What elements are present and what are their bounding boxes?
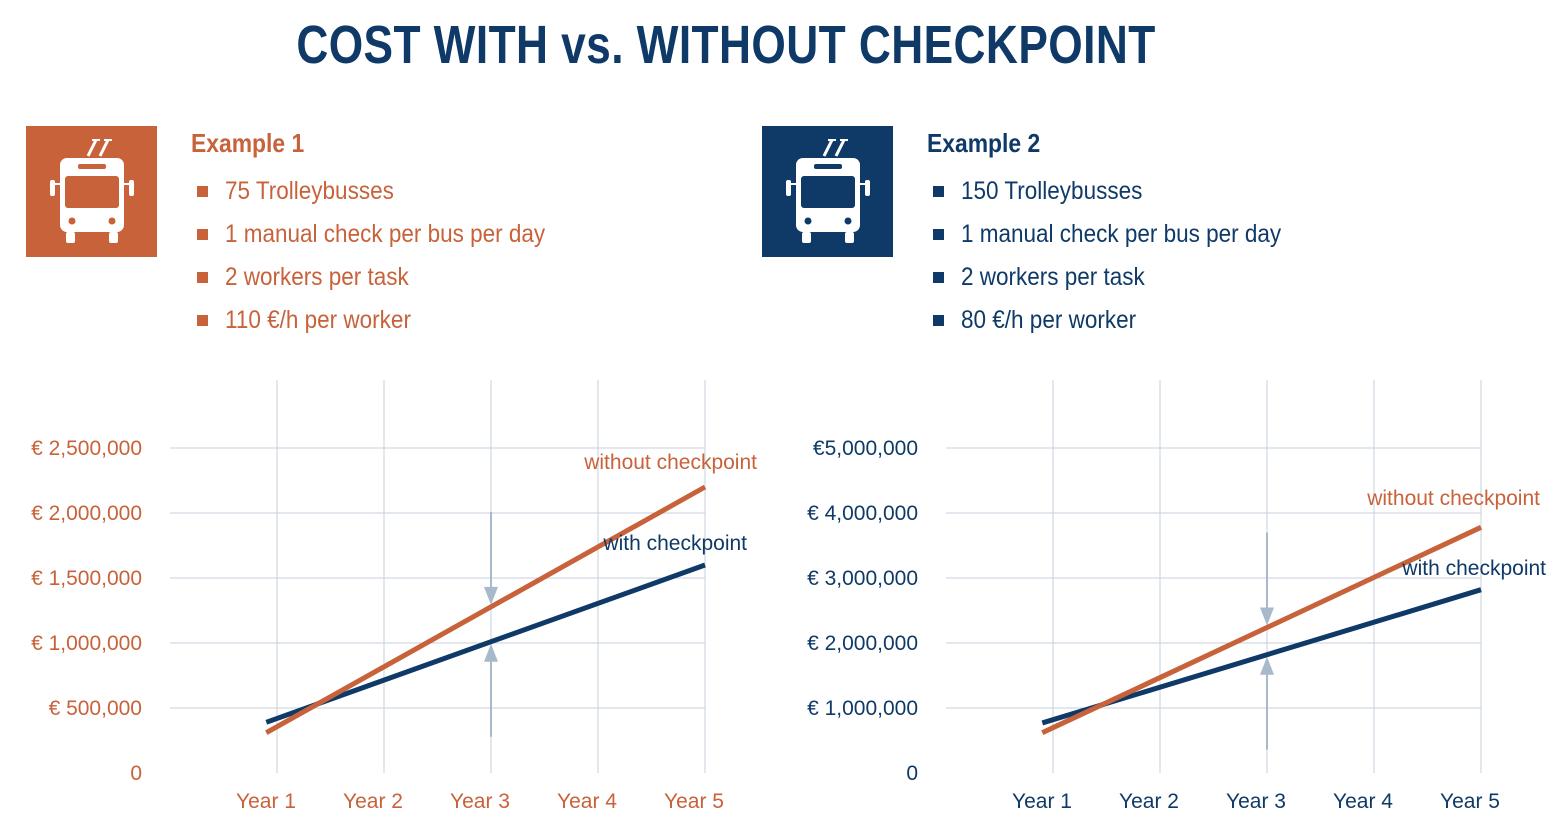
list-item: 2 workers per task	[197, 256, 581, 299]
series-line-without-checkpoint	[1041, 525, 1483, 735]
series-line-with-checkpoint	[265, 562, 706, 725]
example-1-heading: Example 1	[191, 128, 305, 158]
bullet-square-icon	[197, 272, 208, 283]
y-tick-label: 0	[130, 762, 142, 785]
bullet-text: 2 workers per task	[225, 263, 409, 291]
list-item: 110 €/h per worker	[197, 299, 581, 342]
x-tick-label: Year 4	[557, 790, 617, 813]
bullet-text: 1 manual check per bus per day	[225, 220, 546, 248]
bullet-square-icon	[933, 272, 944, 283]
bullet-square-icon	[933, 186, 944, 197]
bullet-text: 1 manual check per bus per day	[961, 220, 1282, 248]
series-label: without checkpoint	[1366, 487, 1540, 510]
bullet-square-icon	[933, 315, 944, 326]
y-tick-label: 0	[906, 762, 918, 785]
y-tick-label: € 1,500,000	[31, 567, 142, 590]
bullet-text: 2 workers per task	[961, 263, 1145, 291]
x-tick-label: Year 2	[1119, 790, 1179, 813]
series-line-without-checkpoint	[265, 484, 707, 735]
arrow-head-down-icon	[484, 586, 498, 605]
page-title: COST WITH vs. WITHOUT CHECKPOINT	[296, 15, 1156, 75]
bullet-text: 150 Trolleybusses	[961, 177, 1143, 205]
trolleybus-icon	[786, 139, 870, 243]
x-tick-label: Year 5	[1440, 790, 1500, 813]
x-tick-label: Year 5	[664, 790, 724, 813]
example-2-bullet-list: 150 Trolleybusses 1 manual check per bus…	[933, 170, 1317, 342]
x-tick-label: Year 3	[1226, 790, 1286, 813]
list-item: 1 manual check per bus per day	[933, 213, 1317, 256]
x-tick-label: Year 3	[450, 790, 510, 813]
series-label: with checkpoint	[602, 532, 747, 555]
y-tick-label: € 3,000,000	[807, 567, 918, 590]
example-1-icon-box	[26, 126, 157, 257]
series-label: with checkpoint	[1401, 557, 1546, 580]
bullet-square-icon	[197, 315, 208, 326]
chart-example-1: 0 € 500,000 € 1,000,000 € 1,500,000 € 2,000,…	[0, 370, 780, 820]
y-tick-label: € 1,000,000	[807, 697, 918, 720]
bullet-text: 75 Trolleybusses	[225, 177, 394, 205]
list-item: 75 Trolleybusses	[197, 170, 581, 213]
y-tick-label: € 2,500,000	[31, 437, 142, 460]
arrow-head-up-icon	[1260, 656, 1274, 675]
bullet-text: 110 €/h per worker	[225, 306, 411, 334]
list-item: 150 Trolleybusses	[933, 170, 1317, 213]
y-tick-label: € 1,000,000	[31, 632, 142, 655]
y-tick-label: € 2,000,000	[807, 632, 918, 655]
list-item: 80 €/h per worker	[933, 299, 1317, 342]
x-tick-label: Year 1	[1012, 790, 1072, 813]
bullet-square-icon	[933, 229, 944, 240]
example-2-heading: Example 2	[927, 128, 1041, 158]
list-item: 2 workers per task	[933, 256, 1317, 299]
chart-example-2: 0 € 1,000,000 € 2,000,000 € 3,000,000 € 4,00…	[780, 370, 1563, 820]
trolleybus-icon	[50, 139, 134, 243]
example-2-icon-box	[762, 126, 893, 257]
list-item: 1 manual check per bus per day	[197, 213, 581, 256]
line-chart-example-1: 0 € 500,000 € 1,000,000 € 1,500,000 € 2,000,…	[31, 380, 757, 813]
example-1-bullet-list: 75 Trolleybusses 1 manual check per bus …	[197, 170, 581, 342]
x-tick-label: Year 2	[343, 790, 403, 813]
y-tick-label: €5,000,000	[813, 437, 918, 460]
y-tick-label: € 500,000	[49, 697, 142, 720]
arrow-head-down-icon	[1260, 607, 1274, 626]
bullet-text: 80 €/h per worker	[961, 306, 1137, 334]
bullet-square-icon	[197, 229, 208, 240]
bullet-square-icon	[197, 186, 208, 197]
arrow-head-up-icon	[484, 643, 498, 662]
y-tick-label: € 2,000,000	[31, 502, 142, 525]
y-tick-label: € 4,000,000	[807, 502, 918, 525]
x-tick-label: Year 4	[1333, 790, 1393, 813]
line-chart-example-2: 0 € 1,000,000 € 2,000,000 € 3,000,000 € 4,00…	[807, 380, 1546, 813]
series-label: without checkpoint	[583, 451, 757, 474]
x-tick-label: Year 1	[236, 790, 296, 813]
